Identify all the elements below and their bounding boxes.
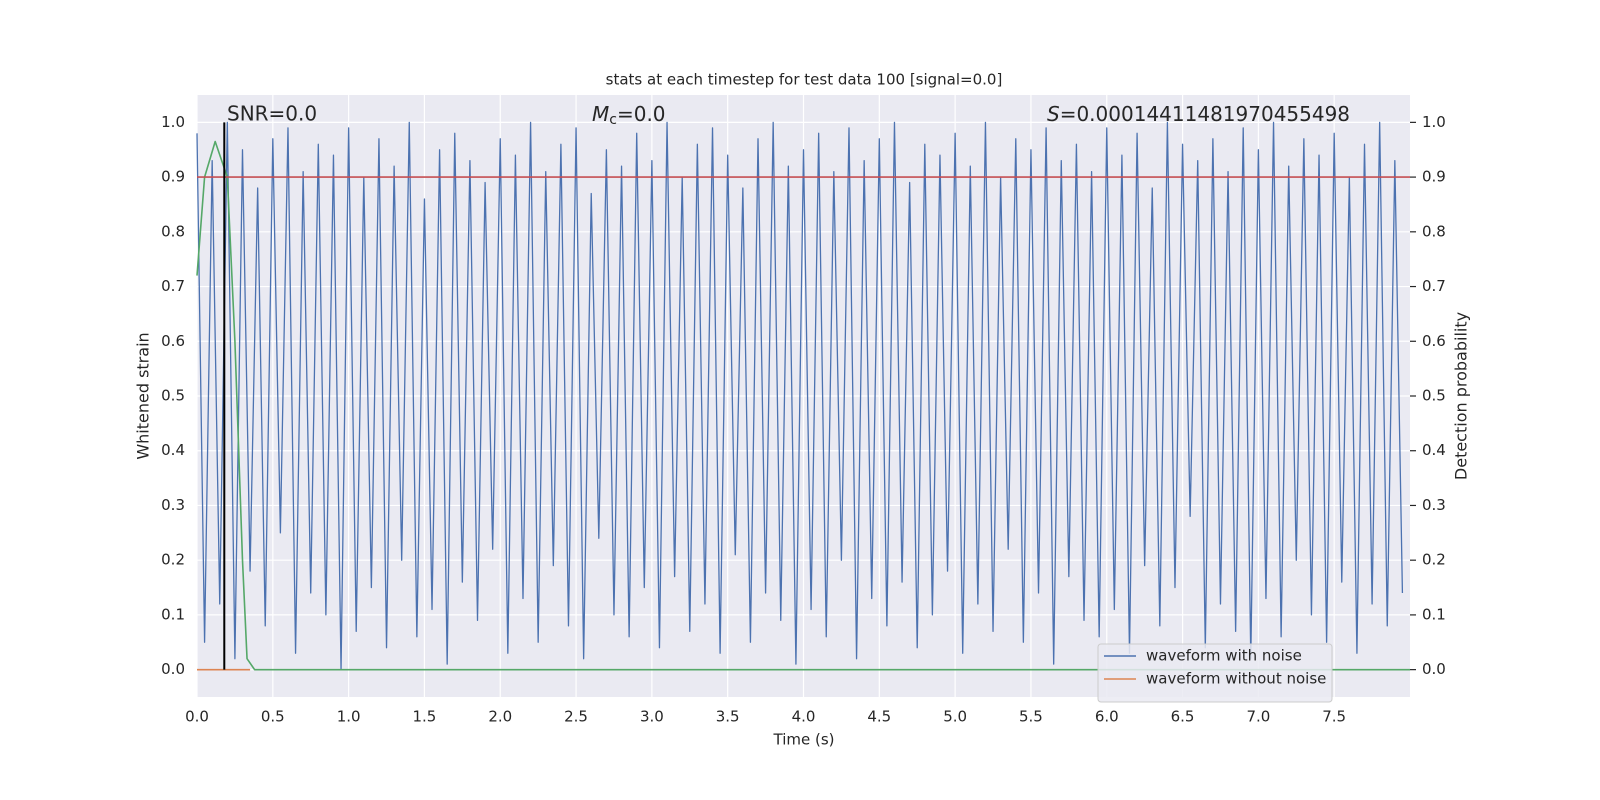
chart-title: stats at each timestep for test data 100… (606, 71, 1003, 89)
y2-tick-label: 0.9 (1422, 168, 1446, 186)
y2-axis-label: Detection probability (1452, 312, 1471, 480)
legend: waveform with noise waveform without nois… (1097, 643, 1333, 703)
y-tick-label: 0.3 (161, 496, 185, 514)
y-axis-label: Whitened strain (134, 332, 153, 459)
series-line (196, 121, 1404, 671)
y-tick-label: 0.5 (161, 387, 185, 405)
marks (196, 121, 1410, 671)
series-line (196, 140, 1410, 671)
legend-box (1097, 643, 1333, 703)
x-tick-label: 6.0 (1095, 708, 1119, 726)
s-symbol: S (1047, 102, 1060, 126)
x-tick-label: 4.0 (792, 708, 816, 726)
y2-tick-label: 0.5 (1422, 387, 1446, 405)
s-annotation: S=0.00014411481970455498 (1047, 102, 1350, 126)
mc-symbol: M (592, 102, 609, 126)
y2-tick-label: 1.0 (1422, 113, 1446, 131)
y-tick-label: 0.7 (161, 277, 185, 295)
y2-tick-label: 0.3 (1422, 496, 1446, 514)
x-tick-label: 6.5 (1171, 708, 1195, 726)
y-tick-label: 0.8 (161, 222, 185, 240)
legend-label: waveform without noise (1146, 670, 1326, 688)
y2-tick-label: 0.7 (1422, 277, 1446, 295)
x-tick-label: 0.5 (261, 708, 285, 726)
s-text: =0.00014411481970455498 (1060, 102, 1350, 126)
mc-subscript: c (609, 112, 617, 128)
y2-tick-label: 0.6 (1422, 332, 1446, 350)
y2-tick-label: 0.8 (1422, 222, 1446, 240)
y2-tick-label: 0.1 (1422, 605, 1446, 623)
y-tick-label: 0.2 (161, 551, 185, 569)
mc-text: =0.0 (617, 102, 666, 126)
y-tick-label: 0.0 (161, 660, 185, 678)
y-tick-label: 0.4 (161, 441, 185, 459)
y2-tick-label: 0.2 (1422, 551, 1446, 569)
snr-annotation: SNR=0.0 (227, 102, 317, 126)
x-tick-label: 5.0 (943, 708, 967, 726)
legend-label: waveform with noise (1146, 647, 1302, 665)
x-tick-label: 2.0 (488, 708, 512, 726)
x-axis-label: Time (s) (773, 731, 835, 749)
mc-annotation: Mc=0.0 (592, 102, 666, 129)
x-tick-label: 1.0 (337, 708, 361, 726)
x-tick-label: 2.5 (564, 708, 588, 726)
y-tick-label: 0.9 (161, 168, 185, 186)
x-tick-label: 3.5 (716, 708, 740, 726)
x-tick-label: 4.5 (867, 708, 891, 726)
y-tick-label: 0.6 (161, 332, 185, 350)
x-tick-label: 3.0 (640, 708, 664, 726)
y-tick-label: 0.1 (161, 605, 185, 623)
x-tick-label: 0.0 (185, 708, 209, 726)
y-tick-label: 1.0 (161, 113, 185, 131)
x-tick-label: 7.0 (1246, 708, 1270, 726)
x-tick-label: 5.5 (1019, 708, 1043, 726)
x-tick-label: 7.5 (1322, 708, 1346, 726)
y2-tick-label: 0.0 (1422, 660, 1446, 678)
y2-tick-label: 0.4 (1422, 441, 1446, 459)
x-tick-label: 1.5 (413, 708, 437, 726)
